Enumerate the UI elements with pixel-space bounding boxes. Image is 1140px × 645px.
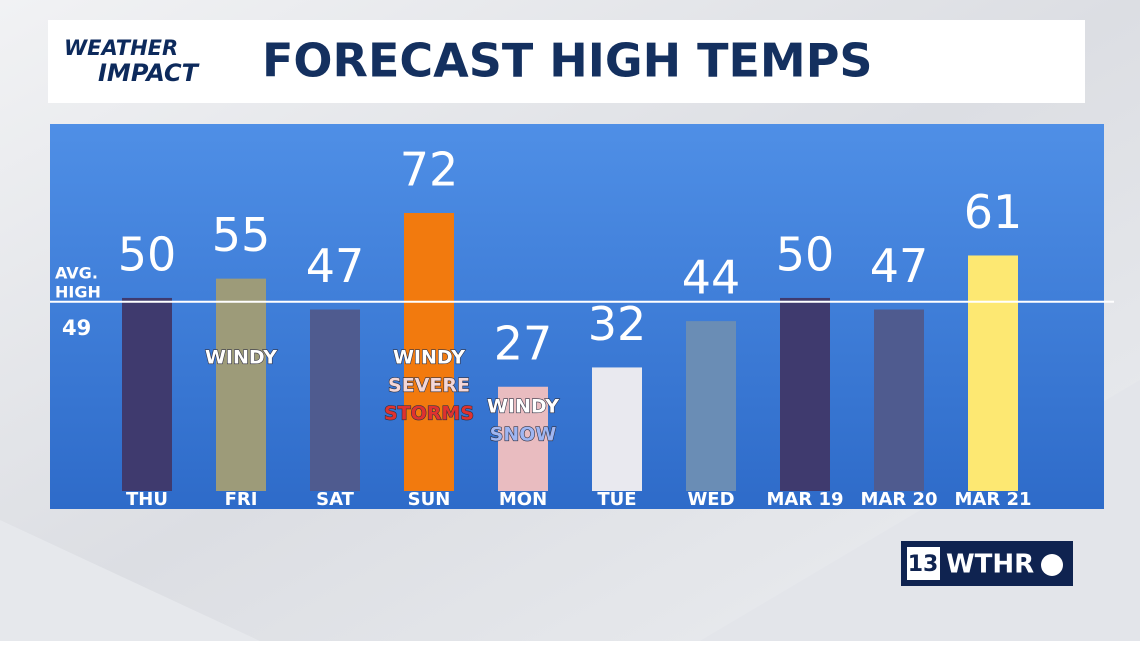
value-label: 55: [212, 208, 271, 262]
annotation: WINDY: [487, 395, 559, 417]
bar: [404, 213, 454, 491]
reference-label: HIGH: [55, 282, 101, 301]
reference-value: 49: [62, 316, 91, 340]
value-label: 47: [870, 239, 929, 293]
brand-line2: IMPACT: [98, 59, 200, 87]
value-label: 47: [306, 239, 365, 293]
x-tick-label: FRI: [225, 489, 258, 510]
chart-title: FORECAST HIGH TEMPS: [262, 34, 873, 88]
bar: [122, 297, 172, 491]
header: [48, 20, 1085, 103]
x-tick-label: MAR 19: [766, 489, 843, 510]
x-tick-label: THU: [126, 489, 168, 510]
x-tick-label: MON: [499, 489, 547, 510]
bar: [216, 278, 266, 491]
station-name: WTHR: [946, 550, 1034, 580]
x-tick-label: MAR 20: [860, 489, 937, 510]
annotation: STORMS: [384, 403, 474, 425]
bar: [498, 386, 548, 491]
value-label: 27: [494, 316, 553, 370]
value-label: 44: [682, 251, 741, 305]
annotation: WINDY: [205, 347, 277, 369]
bar: [686, 321, 736, 491]
reference-label: AVG.: [55, 263, 98, 282]
station-badge: [907, 547, 940, 580]
value-label: 50: [776, 227, 835, 281]
value-label: 50: [118, 227, 177, 281]
brand-line1: WEATHER: [64, 36, 178, 60]
x-tick-label: SAT: [316, 489, 354, 510]
bar: [310, 309, 360, 491]
bar: [874, 309, 924, 491]
network-logo: [1041, 554, 1063, 576]
x-tick-label: SUN: [408, 489, 451, 510]
plot-panel: [50, 124, 1104, 509]
value-label: 32: [588, 297, 647, 351]
bar: [780, 297, 830, 491]
bar: [592, 367, 642, 491]
bar: [968, 255, 1018, 491]
station-number: 13: [908, 552, 939, 577]
x-tick-label: MAR 21: [954, 489, 1031, 510]
value-label: 72: [400, 143, 459, 197]
x-tick-label: TUE: [597, 489, 636, 510]
annotation: WINDY: [393, 347, 465, 369]
value-label: 61: [964, 185, 1023, 239]
x-tick-label: WED: [687, 489, 734, 510]
bg-shape: [0, 520, 260, 641]
annotation: SEVERE: [388, 375, 470, 397]
annotation: SNOW: [490, 423, 557, 445]
